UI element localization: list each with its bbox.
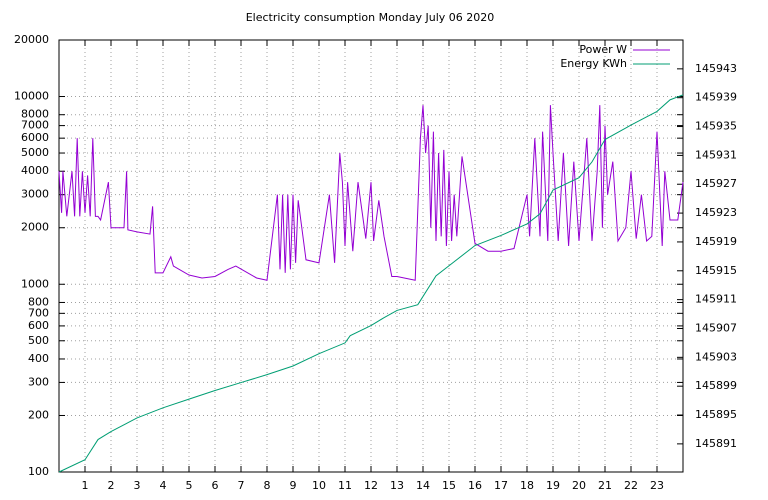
y-tick-label: 10000 (14, 90, 49, 103)
y-tick-label: 2000 (21, 221, 49, 234)
y-tick-label: 200 (28, 408, 49, 421)
y2-tick-label: 145895 (695, 408, 737, 421)
legend-label: Energy KWh (560, 57, 627, 70)
x-tick-label: 15 (442, 479, 456, 492)
x-tick-label: 17 (494, 479, 508, 492)
chart-title: Electricity consumption Monday July 06 2… (246, 11, 495, 24)
x-tick-label: 12 (364, 479, 378, 492)
data-line (58, 105, 684, 281)
y2-tick-label: 145911 (695, 293, 737, 306)
y2-tick-label: 145919 (695, 235, 737, 248)
legend-label: Power W (579, 43, 627, 56)
x-tick-label: 7 (238, 479, 245, 492)
y-tick-label: 1000 (21, 277, 49, 290)
y-tick-label: 4000 (21, 164, 49, 177)
x-tick-label: 11 (338, 479, 352, 492)
y-tick-label: 5000 (21, 146, 49, 159)
x-tick-label: 19 (546, 479, 560, 492)
x-tick-label: 23 (650, 479, 664, 492)
y-tick-label: 100 (28, 465, 49, 478)
x-tick-label: 16 (468, 479, 482, 492)
data-line (58, 94, 684, 473)
y-tick-label: 800 (28, 295, 49, 308)
y2-tick-label: 145927 (695, 177, 737, 190)
y2-tick-label: 145939 (695, 91, 737, 104)
y-tick-label: 700 (28, 306, 49, 319)
y2-tick-label: 145903 (695, 350, 737, 363)
y2-tick-label: 145891 (695, 437, 737, 450)
x-tick-label: 1 (82, 479, 89, 492)
y-tick-label: 3000 (21, 188, 49, 201)
y-tick-label: 20000 (14, 33, 49, 46)
y-tick-label: 7000 (21, 119, 49, 132)
x-tick-label: 14 (416, 479, 430, 492)
y2-tick-label: 145923 (695, 206, 737, 219)
y-tick-label: 300 (28, 375, 49, 388)
y2-tick-label: 145931 (695, 148, 737, 161)
x-tick-label: 6 (212, 479, 219, 492)
x-tick-label: 21 (598, 479, 612, 492)
y-tick-label: 8000 (21, 108, 49, 121)
y2-tick-label: 145899 (695, 379, 737, 392)
plot-frame (58, 39, 684, 473)
x-tick-label: 5 (186, 479, 193, 492)
x-tick-label: 2 (108, 479, 115, 492)
y2-tick-label: 145907 (695, 321, 737, 334)
x-tick-label: 10 (312, 479, 326, 492)
x-tick-label: 22 (624, 479, 638, 492)
x-tick-label: 8 (264, 479, 271, 492)
y2-tick-label: 145943 (695, 62, 737, 75)
y-tick-label: 500 (28, 334, 49, 347)
x-tick-label: 9 (290, 479, 297, 492)
x-tick-label: 20 (572, 479, 586, 492)
x-tick-label: 13 (390, 479, 404, 492)
y2-tick-label: 145915 (695, 264, 737, 277)
y-tick-label: 6000 (21, 131, 49, 144)
x-tick-label: 3 (134, 479, 141, 492)
y2-tick-label: 145935 (695, 120, 737, 133)
y-tick-label: 400 (28, 352, 49, 365)
x-tick-label: 18 (520, 479, 534, 492)
x-tick-label: 4 (160, 479, 167, 492)
y-tick-label: 600 (28, 319, 49, 332)
